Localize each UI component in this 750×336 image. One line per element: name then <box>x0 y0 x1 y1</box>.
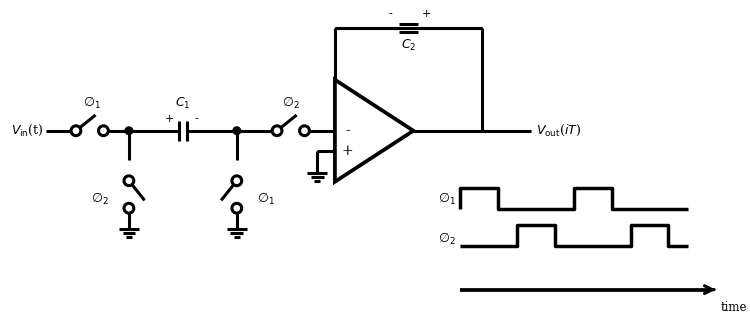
Circle shape <box>124 176 134 186</box>
Circle shape <box>124 203 134 213</box>
Text: $V_{\rm out}$($iT$): $V_{\rm out}$($iT$) <box>536 123 581 138</box>
Text: time: time <box>721 301 747 314</box>
Circle shape <box>98 126 108 136</box>
Text: $\varnothing_1$: $\varnothing_1$ <box>82 95 100 111</box>
Text: +: + <box>164 114 174 124</box>
Circle shape <box>299 126 310 136</box>
Circle shape <box>234 128 240 134</box>
Text: $\varnothing_1$: $\varnothing_1$ <box>438 191 455 207</box>
Text: $\varnothing_2$: $\varnothing_2$ <box>282 95 299 111</box>
Circle shape <box>126 128 132 134</box>
Text: $\varnothing_2$: $\varnothing_2$ <box>91 191 108 207</box>
Text: $\varnothing_2$: $\varnothing_2$ <box>438 230 455 247</box>
Circle shape <box>272 126 282 136</box>
Text: -: - <box>389 9 393 19</box>
Text: $C_1$: $C_1$ <box>176 96 190 111</box>
Circle shape <box>71 126 81 136</box>
Text: +: + <box>342 144 353 158</box>
Text: $\varnothing_1$: $\varnothing_1$ <box>257 191 275 207</box>
Circle shape <box>232 203 242 213</box>
Text: $V_{\rm in}$(t): $V_{\rm in}$(t) <box>11 123 44 138</box>
Text: -: - <box>195 114 199 124</box>
Text: $C_2$: $C_2$ <box>400 38 416 53</box>
Text: +: + <box>422 9 430 19</box>
Text: -: - <box>345 124 350 138</box>
Circle shape <box>232 176 242 186</box>
